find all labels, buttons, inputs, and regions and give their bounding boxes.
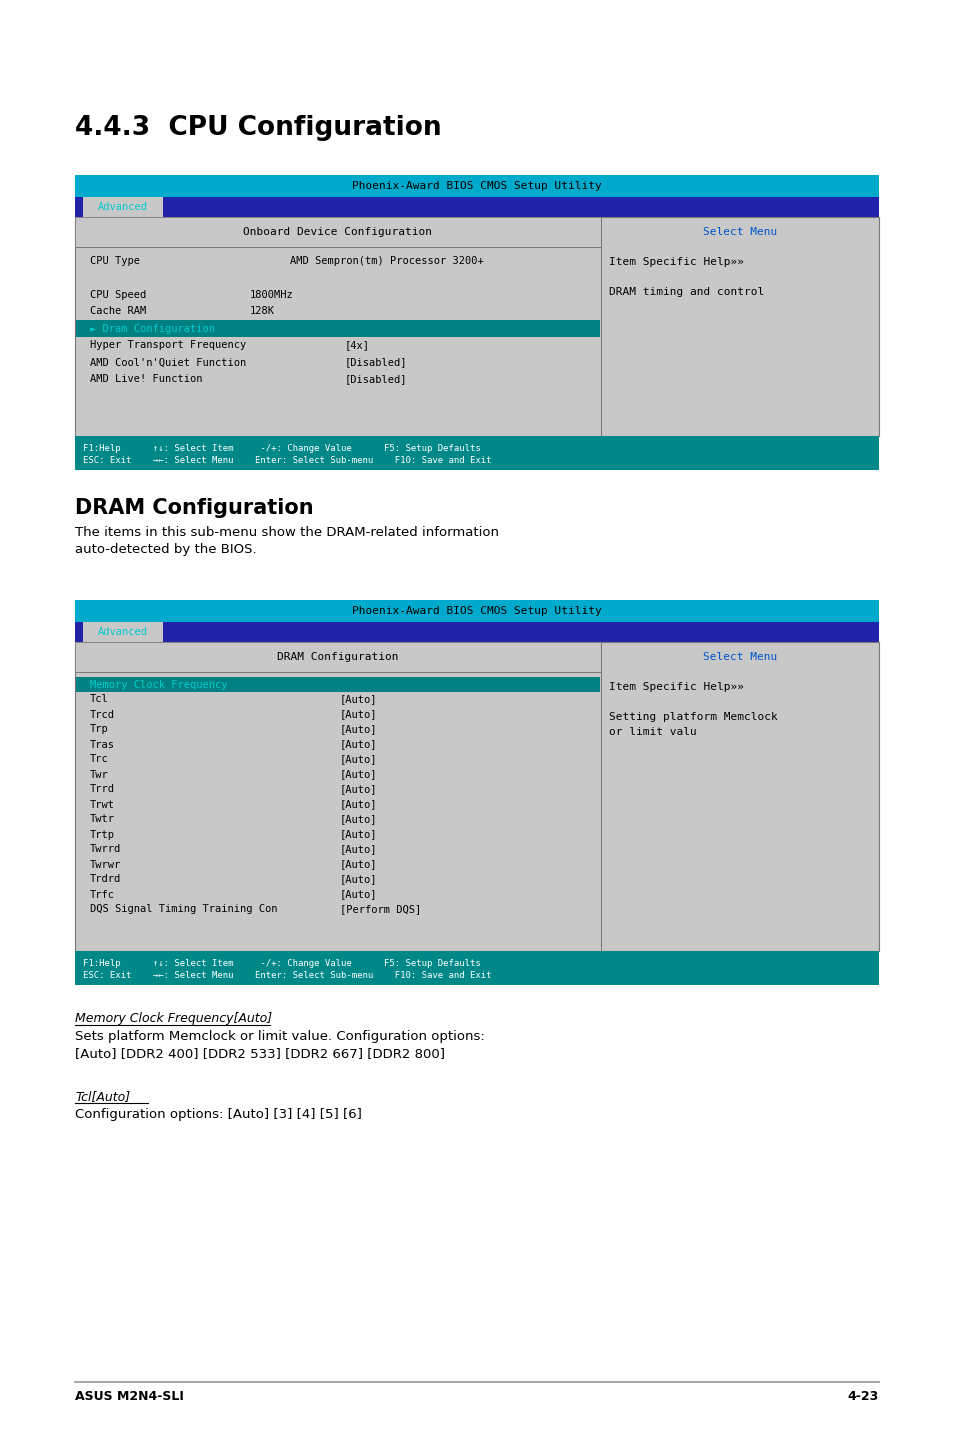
Bar [75,623,878,641]
Bar [75,600,878,623]
Text: [Auto]: [Auto] [339,830,377,840]
Text: CPU Type: CPU Type [90,256,140,266]
Text: DQS Signal Timing Training Con: DQS Signal Timing Training Con [90,905,277,915]
Text: The items in this sub-menu show the DRAM-related information
auto-detected by th: The items in this sub-menu show the DRAM… [75,526,498,557]
Text: AMD Cool'n'Quiet Function: AMD Cool'n'Quiet Function [90,358,246,368]
Text: [Auto]: [Auto] [339,755,377,765]
Bar [600,641,601,951]
Bar [75,197,878,217]
Text: DRAM Configuration: DRAM Configuration [277,651,398,661]
Text: [Auto]: [Auto] [339,695,377,705]
Text: Select Menu: Select Menu [702,227,777,237]
Text: Setting platform Memclock: Setting platform Memclock [608,712,777,722]
Bar [75,436,878,470]
Text: Twrwr: Twrwr [90,860,121,870]
Text: [Auto]: [Auto] [339,890,377,900]
Text: Cache RAM: Cache RAM [90,306,146,316]
Bar [75,641,878,951]
Text: [Auto]: [Auto] [339,800,377,810]
Text: Hyper Transport Frequency: Hyper Transport Frequency [90,341,246,351]
Text: [Perform DQS]: [Perform DQS] [339,905,421,915]
Bar [76,321,599,336]
Text: Select Menu: Select Menu [702,651,777,661]
Text: Twrrd: Twrrd [90,844,121,854]
Text: [Auto]: [Auto] [339,844,377,854]
Text: F1:Help      ↑↓: Select Item     -/+: Change Value      F5: Setup Defaults: F1:Help ↑↓: Select Item -/+: Change Valu… [83,444,480,453]
Text: 1800MHz: 1800MHz [250,289,294,299]
Text: Configuration options: [Auto] [3] [4] [5] [6]: Configuration options: [Auto] [3] [4] [5… [75,1109,361,1122]
Text: DRAM Configuration: DRAM Configuration [75,498,314,518]
Bar [600,217,601,436]
Text: AMD Sempron(tm) Processor 3200+: AMD Sempron(tm) Processor 3200+ [290,256,483,266]
Text: Trwt: Trwt [90,800,115,810]
Text: 128K: 128K [250,306,274,316]
Text: [Auto]: [Auto] [339,725,377,735]
Text: Twr: Twr [90,769,109,779]
Text: Phoenix-Award BIOS CMOS Setup Utility: Phoenix-Award BIOS CMOS Setup Utility [352,605,601,615]
Text: Trrd: Trrd [90,785,115,795]
Text: Trfc: Trfc [90,890,115,900]
Text: ESC: Exit    →←: Select Menu    Enter: Select Sub-menu    F10: Save and Exit: ESC: Exit →←: Select Menu Enter: Select … [83,456,491,464]
Text: 4-23: 4-23 [847,1391,878,1403]
Text: Trcd: Trcd [90,709,115,719]
Text: [Disabled]: [Disabled] [345,374,407,384]
Text: AMD Live! Function: AMD Live! Function [90,374,202,384]
Bar [75,175,878,197]
Text: Tcl[Auto]: Tcl[Auto] [75,1090,130,1103]
Text: CPU Speed: CPU Speed [90,289,146,299]
Text: Memory Clock Frequency: Memory Clock Frequency [90,680,227,689]
Text: Item Specific Help»»: Item Specific Help»» [608,257,743,267]
Bar [75,217,600,247]
Text: F1:Help      ↑↓: Select Item     -/+: Change Value      F5: Setup Defaults: F1:Help ↑↓: Select Item -/+: Change Valu… [83,959,480,968]
Text: Phoenix-Award BIOS CMOS Setup Utility: Phoenix-Award BIOS CMOS Setup Utility [352,181,601,191]
Text: 4.4.3  CPU Configuration: 4.4.3 CPU Configuration [75,115,441,141]
Text: [Auto]: [Auto] [339,709,377,719]
Bar [83,197,163,217]
Text: Sets platform Memclock or limit value. Configuration options:
[Auto] [DDR2 400] : Sets platform Memclock or limit value. C… [75,1030,484,1060]
Text: Twtr: Twtr [90,814,115,824]
Bar [75,951,878,985]
Text: ► Dram Configuration: ► Dram Configuration [90,324,214,334]
Text: [Disabled]: [Disabled] [345,358,407,368]
Text: [Auto]: [Auto] [339,814,377,824]
Text: Tras: Tras [90,739,115,749]
Text: Advanced: Advanced [98,627,148,637]
Text: Advanced: Advanced [98,201,148,211]
Text: or limit valu: or limit valu [608,728,696,738]
Bar [83,623,163,641]
Text: Item Specific Help»»: Item Specific Help»» [608,682,743,692]
Text: Onboard Device Configuration: Onboard Device Configuration [243,227,432,237]
Text: Trp: Trp [90,725,109,735]
Bar [75,217,878,436]
Text: Trtp: Trtp [90,830,115,840]
Bar [76,677,599,692]
Text: ESC: Exit    →←: Select Menu    Enter: Select Sub-menu    F10: Save and Exit: ESC: Exit →←: Select Menu Enter: Select … [83,971,491,981]
Text: [4x]: [4x] [345,341,370,351]
Text: Trc: Trc [90,755,109,765]
Text: [Auto]: [Auto] [339,769,377,779]
Text: [Auto]: [Auto] [339,785,377,795]
Text: Memory Clock Frequency[Auto]: Memory Clock Frequency[Auto] [75,1012,272,1025]
Text: [Auto]: [Auto] [339,739,377,749]
Bar [75,641,600,672]
Text: [Auto]: [Auto] [339,874,377,884]
Text: ASUS M2N4-SLI: ASUS M2N4-SLI [75,1391,184,1403]
Text: Trdrd: Trdrd [90,874,121,884]
Text: Tcl: Tcl [90,695,109,705]
Text: DRAM timing and control: DRAM timing and control [608,288,763,298]
Text: [Auto]: [Auto] [339,860,377,870]
